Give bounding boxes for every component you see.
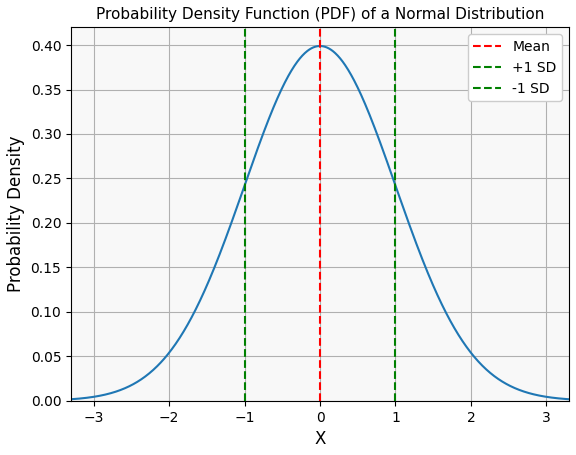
Y-axis label: Probability Density: Probability Density: [7, 136, 25, 292]
Title: Probability Density Function (PDF) of a Normal Distribution: Probability Density Function (PDF) of a …: [96, 7, 544, 22]
Legend: Mean, +1 SD, -1 SD: Mean, +1 SD, -1 SD: [468, 34, 562, 101]
X-axis label: X: X: [314, 430, 325, 448]
